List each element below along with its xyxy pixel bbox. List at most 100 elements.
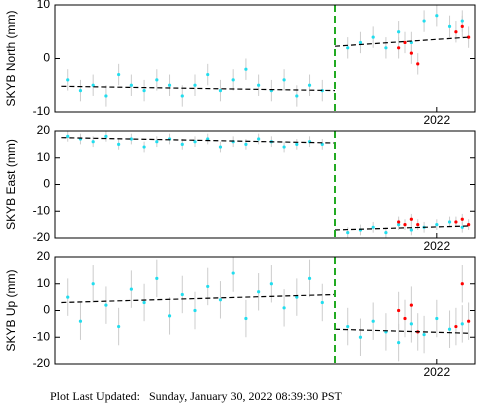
model-line	[61, 137, 469, 231]
y-tick-label: -10	[33, 203, 51, 217]
point	[447, 220, 452, 224]
point	[218, 89, 223, 93]
point	[104, 94, 108, 98]
y-tick-label: 20	[37, 249, 51, 263]
point	[409, 51, 413, 55]
model-line	[61, 293, 469, 334]
point	[167, 83, 172, 87]
point	[460, 322, 464, 326]
point	[117, 142, 121, 146]
x-tick-label: 2022	[423, 239, 450, 253]
point	[397, 46, 401, 50]
point	[142, 300, 146, 305]
point	[307, 276, 312, 280]
point	[180, 142, 184, 146]
point	[454, 324, 458, 329]
point	[282, 145, 286, 149]
point	[78, 319, 83, 323]
point	[409, 217, 413, 221]
point	[371, 35, 375, 39]
y-axis-label: SKYB North (mm)	[4, 10, 18, 106]
point	[409, 228, 413, 232]
point	[403, 40, 407, 45]
point	[269, 282, 273, 286]
point	[346, 46, 350, 50]
y-tick-label: -10	[33, 104, 51, 118]
y-tick-label: -10	[33, 329, 51, 343]
y-tick-label: 0	[43, 51, 50, 65]
point	[218, 145, 223, 149]
point	[467, 35, 471, 39]
point	[454, 30, 458, 34]
point	[422, 19, 426, 23]
point	[167, 314, 172, 318]
point	[155, 140, 159, 144]
point	[282, 306, 286, 310]
y-tick-label: 10	[37, 276, 51, 290]
point	[307, 83, 312, 87]
point	[346, 324, 350, 329]
y-tick-label: -20	[33, 356, 51, 370]
point	[447, 327, 452, 331]
point	[397, 220, 401, 224]
point	[193, 308, 197, 313]
x-tick-label: 2022	[423, 113, 450, 127]
point	[142, 89, 146, 93]
x-tick-label: 2022	[423, 365, 450, 379]
y-axis-label: SKYB Up (mm)	[4, 269, 18, 351]
point	[66, 78, 70, 82]
point	[104, 303, 108, 307]
point	[397, 30, 401, 34]
point	[104, 134, 108, 138]
point	[244, 316, 248, 321]
point	[218, 298, 223, 302]
point	[66, 134, 70, 138]
point	[409, 303, 413, 307]
y-tick-label: 10	[37, 0, 51, 11]
point	[416, 62, 420, 66]
point	[397, 341, 401, 345]
y-tick-label: 10	[37, 150, 51, 164]
point	[409, 322, 413, 326]
point	[460, 19, 464, 23]
point	[435, 223, 439, 227]
point	[117, 72, 121, 77]
point	[384, 231, 388, 235]
point	[435, 14, 439, 18]
point	[231, 78, 235, 82]
point	[371, 225, 375, 229]
point	[447, 24, 452, 28]
point	[295, 142, 299, 146]
point	[142, 145, 146, 149]
y-tick-label: 0	[43, 177, 50, 191]
plot-frame	[54, 4, 476, 113]
point	[460, 24, 464, 28]
point	[193, 83, 197, 87]
point	[454, 220, 458, 224]
point	[257, 137, 261, 141]
y-axis-label: SKYB East (mm)	[4, 139, 18, 230]
point	[180, 292, 184, 297]
point	[180, 94, 184, 98]
point	[384, 46, 388, 50]
point	[295, 94, 299, 98]
plot-frame	[54, 256, 476, 365]
point	[460, 282, 464, 286]
point	[244, 142, 248, 146]
point	[397, 223, 401, 227]
point	[206, 137, 210, 141]
point	[403, 223, 407, 227]
y-tick-label: 0	[43, 303, 50, 317]
point	[155, 276, 159, 280]
point	[206, 284, 210, 289]
point	[320, 142, 324, 146]
point	[91, 140, 95, 144]
point	[460, 217, 464, 221]
footer: Plot Last Updated: Sunday, January 30, 2…	[50, 389, 343, 403]
point	[155, 78, 159, 82]
point	[257, 83, 261, 87]
point	[371, 319, 375, 323]
point	[78, 89, 83, 93]
point	[91, 282, 95, 286]
